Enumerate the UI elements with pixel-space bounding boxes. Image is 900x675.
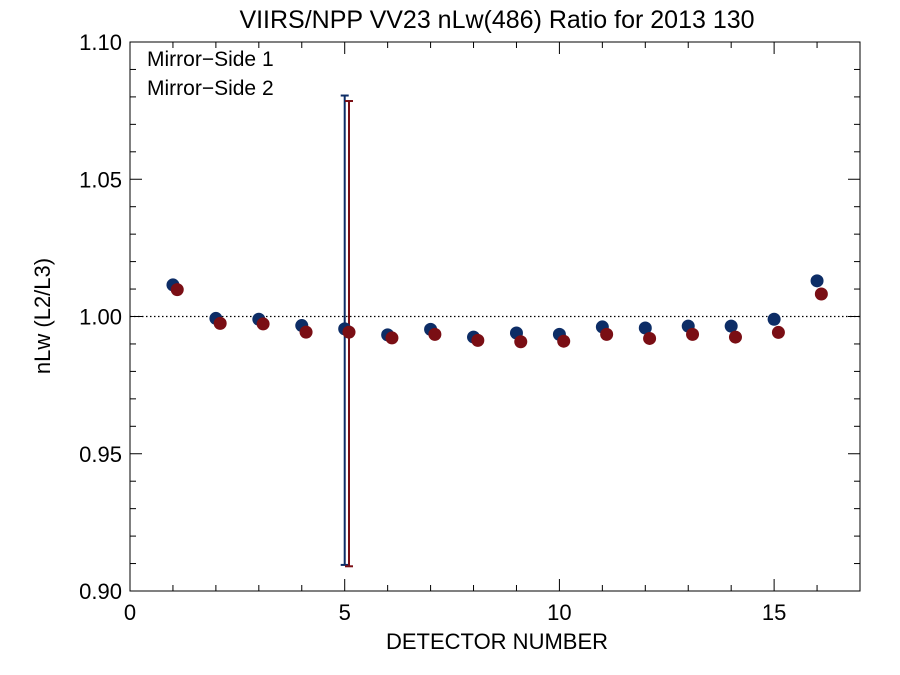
data-point-series-2: [557, 334, 571, 348]
chart-title: VIIRS/NPP VV23 nLw(486) Ratio for 2013 1…: [239, 6, 754, 34]
data-point-series-1: [638, 321, 652, 335]
data-point-series-2: [471, 333, 485, 347]
data-point-series-2: [771, 325, 785, 339]
data-point-series-2: [600, 327, 614, 341]
y-tick-label: 1.00: [79, 305, 122, 330]
data-point-series-1: [810, 274, 824, 288]
data-point-series-2: [643, 331, 657, 345]
x-tick-label: 0: [124, 600, 136, 625]
axis-ticks: 0 5 10 15 0.90 0.95 1.00 1.05 1.10: [79, 30, 860, 625]
data-point-series-2: [213, 316, 227, 330]
plot-area: [129, 41, 861, 592]
data-point-series-2: [514, 335, 528, 349]
data-point-series-2: [814, 287, 828, 301]
x-tick-label: 10: [547, 600, 571, 625]
data-points: [166, 94, 828, 568]
legend: Mirror−Side 1 Mirror−Side 2: [147, 48, 274, 100]
y-axis-label: nLw (L2/L3): [30, 258, 55, 374]
data-point-series-2: [256, 317, 270, 331]
data-point-series-1: [724, 319, 738, 333]
y-tick-label: 1.05: [79, 167, 122, 192]
x-axis-label: DETECTOR NUMBER: [386, 629, 608, 654]
data-point-series-2: [342, 325, 356, 339]
x-tick-label: 5: [339, 600, 351, 625]
legend-entry-mirror-side-1: Mirror−Side 1: [147, 48, 274, 71]
y-tick-label: 1.10: [79, 30, 122, 55]
data-point-series-2: [686, 327, 700, 341]
data-point-series-2: [170, 283, 184, 297]
y-tick-label: 0.90: [79, 579, 122, 604]
data-point-series-2: [385, 331, 399, 345]
y-tick-label: 0.95: [79, 442, 122, 467]
legend-entry-mirror-side-2: Mirror−Side 2: [147, 77, 274, 100]
data-point-series-2: [428, 327, 442, 341]
data-point-series-2: [299, 325, 313, 339]
data-point-series-2: [728, 330, 742, 344]
data-point-series-1: [767, 312, 781, 326]
x-tick-label: 15: [762, 600, 786, 625]
